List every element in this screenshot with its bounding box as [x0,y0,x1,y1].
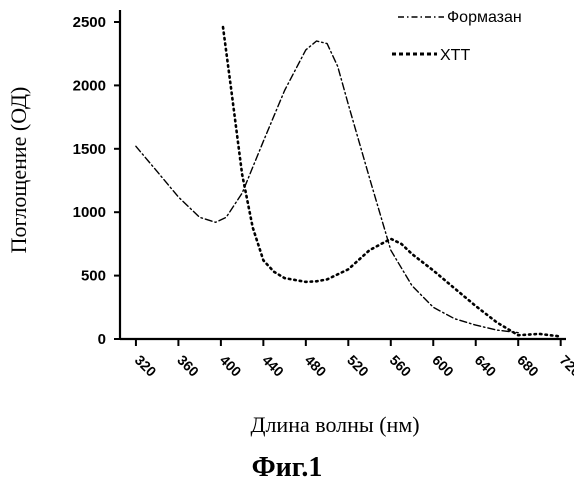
x-tick-label: 720 [557,352,574,380]
y-ticks: 0 500 1000 1500 2000 2500 [73,14,120,348]
x-tick-label: 360 [174,352,202,380]
x-tick-label: 600 [429,352,457,380]
x-tick-label: 400 [217,352,245,380]
x-axis-title: Длина волны (нм) [250,412,419,437]
series-line-xtt [223,27,561,336]
legend-label-formazan: Формазан [447,9,522,26]
legend: Формазан XTT [392,9,522,64]
legend-label-xtt: XTT [440,47,470,64]
figure-caption: Фиг.1 [0,452,574,484]
y-tick-label: 500 [81,268,106,285]
x-tick-label: 640 [472,352,500,380]
y-tick-label: 0 [98,331,106,348]
y-tick-label: 2000 [73,77,106,94]
series-lines [136,27,561,336]
y-axis-title: Поглощение (ОД) [6,87,31,254]
x-tick-label: 520 [344,352,372,380]
series-line-formazan [136,41,518,333]
x-tick-label: 440 [259,352,287,380]
y-tick-label: 1500 [73,141,106,158]
x-ticks: 320 360 400 440 480 520 560 600 640 680 720 [132,339,574,380]
y-tick-label: 1000 [73,204,106,221]
x-tick-label: 480 [302,352,330,380]
x-tick-label: 560 [387,352,415,380]
x-tick-label: 320 [132,352,160,380]
axes [120,10,566,339]
x-tick-label: 680 [514,352,542,380]
y-tick-label: 2500 [73,14,106,31]
